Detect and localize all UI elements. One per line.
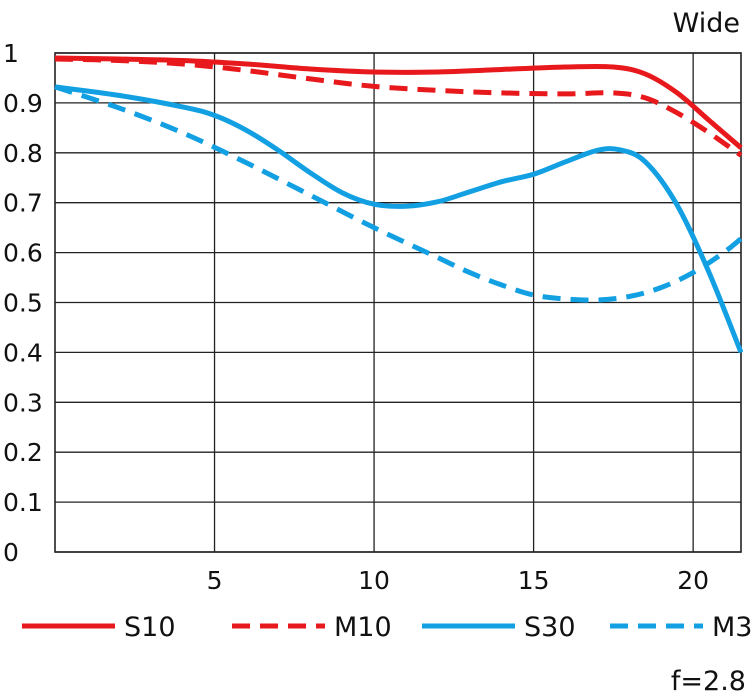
y-tick-label: 0.5 [3, 289, 43, 318]
y-tick-label: 0.3 [3, 388, 43, 417]
y-tick-label: 0.9 [3, 89, 43, 118]
y-tick-label: 0.2 [3, 438, 43, 467]
legend: S10 M10 S30 M30 [22, 612, 752, 643]
y-tick-label: 0.4 [3, 338, 43, 367]
tick-labels: 00.10.20.30.40.50.60.70.80.915 10 15 20 [3, 39, 709, 595]
chart-title: Wide [673, 8, 740, 39]
y-tick-label: 0.1 [3, 488, 43, 517]
y-tick-label: 0 [3, 538, 19, 567]
legend-label-s10: S10 [124, 612, 176, 643]
legend-label-m10: M10 [334, 612, 392, 643]
y-tick-label: 0.6 [3, 239, 43, 268]
y-tick-label: 0.8 [3, 139, 43, 168]
legend-label-m30: M30 [712, 612, 752, 643]
legend-label-s30: S30 [524, 612, 576, 643]
series-line-s10 [54, 55, 743, 150]
series-lines [54, 55, 744, 354]
x-tick-label: 15 [518, 566, 550, 595]
series-line-s30 [54, 84, 744, 354]
y-tick-label: 1 [3, 39, 19, 68]
x-tick-label: 5 [207, 566, 223, 595]
series-line-m10 [54, 56, 743, 158]
x-tick-label: 20 [677, 566, 709, 595]
y-tick-label: 0.7 [3, 189, 43, 218]
aperture-note: f=2.8 [671, 666, 746, 696]
x-tick-label: 10 [358, 566, 390, 595]
grid-lines [54, 52, 742, 553]
series-line-m30 [54, 84, 743, 303]
